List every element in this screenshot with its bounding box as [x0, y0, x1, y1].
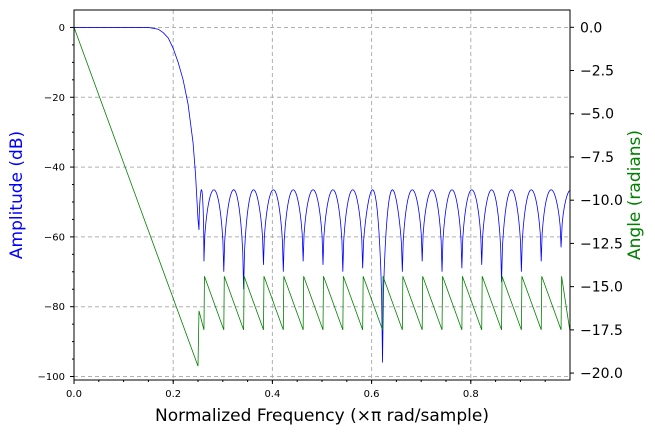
x-axis-label: Normalized Frequency (×π rad/sample) — [155, 406, 489, 426]
axes-frame — [73, 9, 571, 381]
y-right-tick-label: −17.5 — [580, 323, 623, 339]
x-tick-label: 0.8 — [463, 389, 479, 400]
y-right-tick-label: −20.0 — [580, 366, 623, 382]
y-right-tick-label: −2.5 — [580, 64, 614, 80]
grid-lines — [74, 10, 570, 380]
y-axis-right-label: Angle (radians) — [625, 130, 645, 260]
y-left-tick-label: −100 — [38, 372, 65, 383]
x-tick-label: 0.0 — [66, 389, 82, 400]
y-right-tick-label: −5.0 — [580, 107, 614, 123]
y-left-tick-label: 0 — [59, 23, 65, 34]
axis-ticks: 0.0 0.2 0.4 0.6 0.80−20−40−60−80−1000.0−2.5−… — [38, 20, 623, 400]
y-right-tick-label: −10.0 — [580, 193, 623, 209]
y-right-tick-label: −15.0 — [580, 280, 623, 296]
y-right-tick-label: −7.5 — [580, 150, 614, 166]
plot-area — [73, 27, 571, 367]
y-left-tick-label: −40 — [44, 163, 65, 174]
y-left-tick-label: −20 — [44, 93, 65, 104]
x-tick-label: 0.4 — [264, 389, 280, 400]
y-axis-left-label: Amplitude (dB) — [7, 131, 27, 259]
x-tick-label: 0.2 — [165, 389, 181, 400]
amplitude-series-line — [74, 27, 571, 363]
x-tick-label: 0.6 — [364, 389, 380, 400]
y-right-tick-label: −12.5 — [580, 236, 623, 252]
y-right-tick-label: 0.0 — [580, 20, 602, 36]
y-left-tick-label: −60 — [44, 232, 65, 243]
phase-series-line — [73, 27, 571, 367]
y-left-tick-label: −80 — [44, 302, 65, 313]
